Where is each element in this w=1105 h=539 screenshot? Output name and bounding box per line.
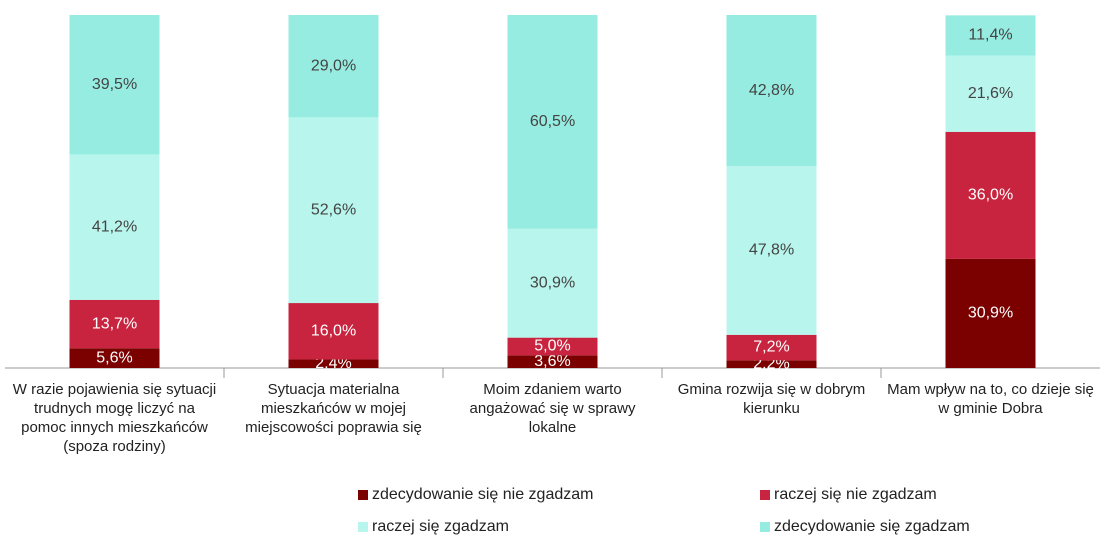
bar-segment	[945, 258, 1036, 368]
legend-swatch	[358, 522, 368, 532]
data-label: 21,6%	[968, 85, 1013, 102]
bar-segment	[945, 15, 1036, 56]
data-label: 52,6%	[311, 201, 356, 218]
bar-segment	[507, 337, 598, 356]
data-label: 5,0%	[534, 338, 570, 355]
bar-segment	[69, 299, 160, 349]
bar-segment	[726, 15, 817, 167]
legend-swatch	[760, 522, 770, 532]
legend-label: zdecydowanie się zgadzam	[774, 518, 970, 535]
x-tick-label: Sytuacja materialna mieszkańców w mojej …	[245, 381, 422, 436]
x-tick-label: Gmina rozwija się w dobrym kierunku	[677, 381, 866, 417]
bar-segment	[507, 355, 598, 368]
bar-segment	[507, 228, 598, 338]
x-tick-label: Mam wpływ na to, co dzieje się w gminie …	[887, 381, 1094, 417]
bar-segment	[288, 117, 379, 304]
data-label: 30,9%	[530, 274, 575, 291]
data-label: 60,5%	[530, 113, 575, 130]
bar-segment	[726, 334, 817, 361]
data-label: 47,8%	[749, 242, 794, 259]
data-label: 11,4%	[968, 27, 1012, 44]
data-label: 13,7%	[92, 315, 137, 332]
bar-segment	[288, 359, 379, 368]
bar-segment	[69, 348, 160, 368]
legend-swatch	[358, 490, 368, 500]
legend-label: raczej się zgadzam	[372, 518, 509, 535]
bar-segment	[726, 360, 817, 368]
data-label: 42,8%	[749, 82, 794, 99]
data-label: 41,2%	[92, 218, 137, 235]
bar-segment	[288, 15, 379, 118]
bar-segment	[726, 166, 817, 335]
x-tick-label: Moim zdaniem warto angażować się w spraw…	[469, 381, 636, 436]
legend-swatch	[760, 490, 770, 500]
data-label: 7,2%	[753, 339, 789, 356]
bar-segment	[69, 15, 160, 155]
bar-segment	[945, 131, 1036, 259]
legend-label: zdecydowanie się nie zgadzam	[372, 486, 593, 503]
legend-label: raczej się nie zgadzam	[774, 486, 937, 503]
data-label: 3,6%	[534, 353, 570, 370]
data-label: 30,9%	[968, 305, 1013, 322]
x-tick-label: W razie pojawienia się sytuacji trudnych…	[12, 381, 217, 455]
bar-segment	[69, 154, 160, 300]
bar-segment	[507, 15, 598, 229]
data-label: 5,6%	[96, 349, 132, 366]
data-label: 39,5%	[92, 76, 137, 93]
bar-segment	[945, 55, 1036, 132]
data-label: 36,0%	[968, 187, 1013, 204]
bar-segment	[288, 303, 379, 360]
data-label: 16,0%	[311, 323, 356, 340]
data-label: 29,0%	[311, 57, 356, 74]
